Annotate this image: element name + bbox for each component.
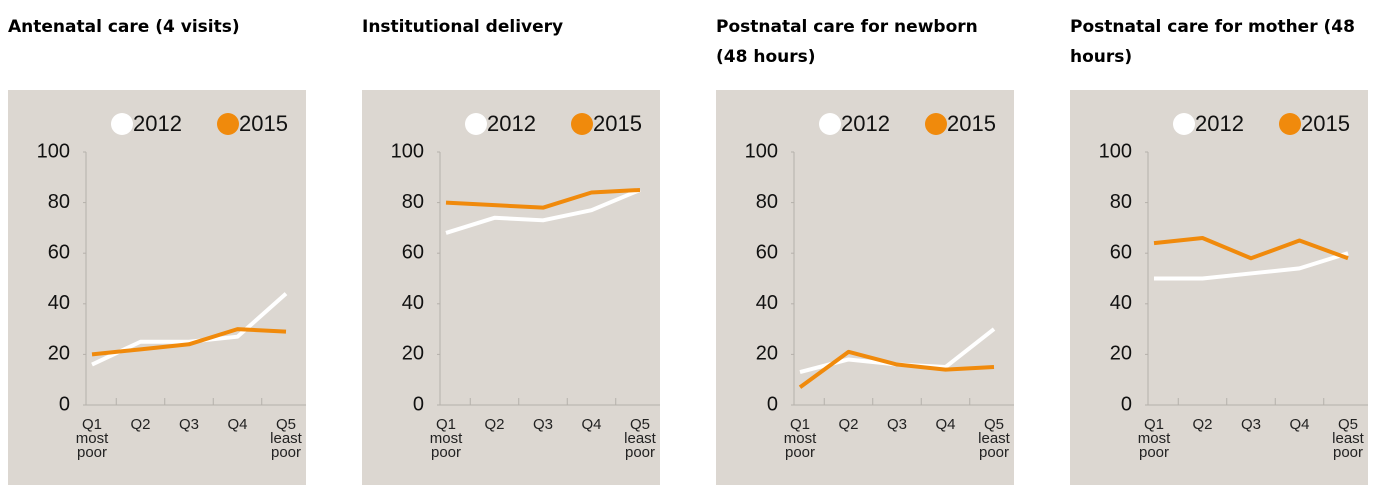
chart-title: Antenatal care (4 visits)	[8, 17, 240, 37]
chart-title: Postnatal care for mother (48 hours)	[1070, 17, 1355, 67]
y-tick-label: 0	[1121, 393, 1132, 415]
y-tick-label: 40	[756, 292, 778, 314]
legend-label: 2012	[841, 111, 890, 136]
y-tick-label: 60	[756, 241, 778, 263]
y-tick-label: 0	[59, 393, 70, 415]
series-line	[798, 349, 995, 389]
plot-area: 0 20 40 60 80 100 2012 2015 Q1 most poor Q2 Q3 Q4 Q5…	[716, 90, 1014, 485]
series-line	[91, 327, 287, 357]
series-line	[445, 188, 641, 235]
y-tick-label: 40	[402, 292, 424, 314]
y-tick-label: 80	[48, 191, 70, 213]
x-tick-label: Q3	[532, 416, 553, 433]
y-tick-label: 100	[391, 140, 424, 162]
y-tick-label: 100	[745, 140, 778, 162]
chart-svg: 0 20 40 60 80 100 2012 2015	[37, 111, 306, 415]
legend-swatch	[465, 113, 487, 135]
y-tick-label: 60	[1110, 241, 1132, 263]
plot-area: 0 20 40 60 80 100 2012 2015 Q1 most poor Q2 Q3 Q4 Q5…	[1070, 90, 1368, 485]
x-tick-label: Q2	[1192, 416, 1213, 433]
y-tick-label: 20	[1110, 343, 1132, 365]
x-tick-label: Q1 most poor	[1137, 416, 1171, 461]
series-line	[1153, 236, 1349, 261]
y-tick-label: 100	[1099, 140, 1132, 162]
y-tick-label: 80	[1110, 191, 1132, 213]
y-tick-label: 100	[37, 140, 70, 162]
chart-panel: Postnatal care for mother (48 hours) 0 20 4…	[1070, 0, 1368, 485]
legend-swatch	[819, 113, 841, 135]
x-tick-label: Q1 most poor	[429, 416, 463, 461]
y-tick-label: 80	[756, 191, 778, 213]
chart-svg: 0 20 40 60 80 100 2012 2015	[745, 111, 1014, 415]
x-tick-label: Q4	[227, 416, 248, 433]
x-tick-label: Q3	[1240, 416, 1261, 433]
x-tick-label: Q5 least poor	[624, 416, 656, 461]
y-tick-label: 0	[767, 393, 778, 415]
legend-swatch	[111, 113, 133, 135]
x-tick-label: Q5 least poor	[1332, 416, 1364, 461]
y-tick-label: 60	[402, 241, 424, 263]
y-tick-label: 40	[1110, 292, 1132, 314]
chart-panel: Antenatal care (4 visits) 0 20 40 60 80 100 201…	[8, 0, 306, 485]
y-tick-label: 80	[402, 191, 424, 213]
legend-swatch	[1173, 113, 1195, 135]
legend-swatch	[925, 113, 947, 135]
x-tick-label: Q4	[935, 416, 956, 433]
x-tick-label: Q4	[1289, 416, 1310, 433]
x-tick-label: Q1 most poor	[783, 416, 817, 461]
legend-label: 2015	[947, 111, 996, 136]
x-tick-label: Q3	[178, 416, 199, 433]
x-tick-label: Q2	[484, 416, 505, 433]
y-tick-label: 20	[402, 343, 424, 365]
legend-label: 2012	[487, 111, 536, 136]
legend-swatch	[1279, 113, 1301, 135]
x-tick-label: Q5 least poor	[978, 416, 1010, 461]
x-tick-label: Q1 most poor	[75, 416, 109, 461]
chart-title: Postnatal care for newborn (48 hours)	[716, 17, 978, 67]
x-tick-label: Q4	[581, 416, 602, 433]
plot-area: 0 20 40 60 80 100 2012 2015 Q1 most poor Q2 Q3 Q4 Q5…	[8, 90, 306, 485]
x-tick-label: Q2	[838, 416, 859, 433]
y-tick-label: 40	[48, 292, 70, 314]
legend-label: 2015	[239, 111, 288, 136]
y-tick-label: 20	[756, 343, 778, 365]
series-line	[1154, 251, 1349, 281]
legend-label: 2015	[1301, 111, 1350, 136]
legend-swatch	[571, 113, 593, 135]
legend-label: 2015	[593, 111, 642, 136]
legend-label: 2012	[1195, 111, 1244, 136]
y-tick-label: 20	[48, 343, 70, 365]
x-tick-label: Q2	[130, 416, 151, 433]
x-tick-label: Q3	[886, 416, 907, 433]
chart-panel: Postnatal care for newborn (48 hours) 0 20…	[716, 0, 1014, 485]
series-line	[445, 187, 641, 210]
x-tick-label: Q5 least poor	[270, 416, 302, 461]
chart-panel: Institutional delivery 0 20 40 60 80 100 2012 20…	[362, 0, 660, 485]
y-tick-label: 0	[413, 393, 424, 415]
chart-title: Institutional delivery	[362, 17, 564, 37]
chart-svg: 0 20 40 60 80 100 2012 2015	[391, 111, 660, 415]
legend-label: 2012	[133, 111, 182, 136]
legend-swatch	[217, 113, 239, 135]
y-tick-label: 60	[48, 241, 70, 263]
plot-area: 0 20 40 60 80 100 2012 2015 Q1 most poor Q2 Q3 Q4 Q5…	[362, 90, 660, 485]
chart-svg: 0 20 40 60 80 100 2012 2015	[1099, 111, 1368, 415]
